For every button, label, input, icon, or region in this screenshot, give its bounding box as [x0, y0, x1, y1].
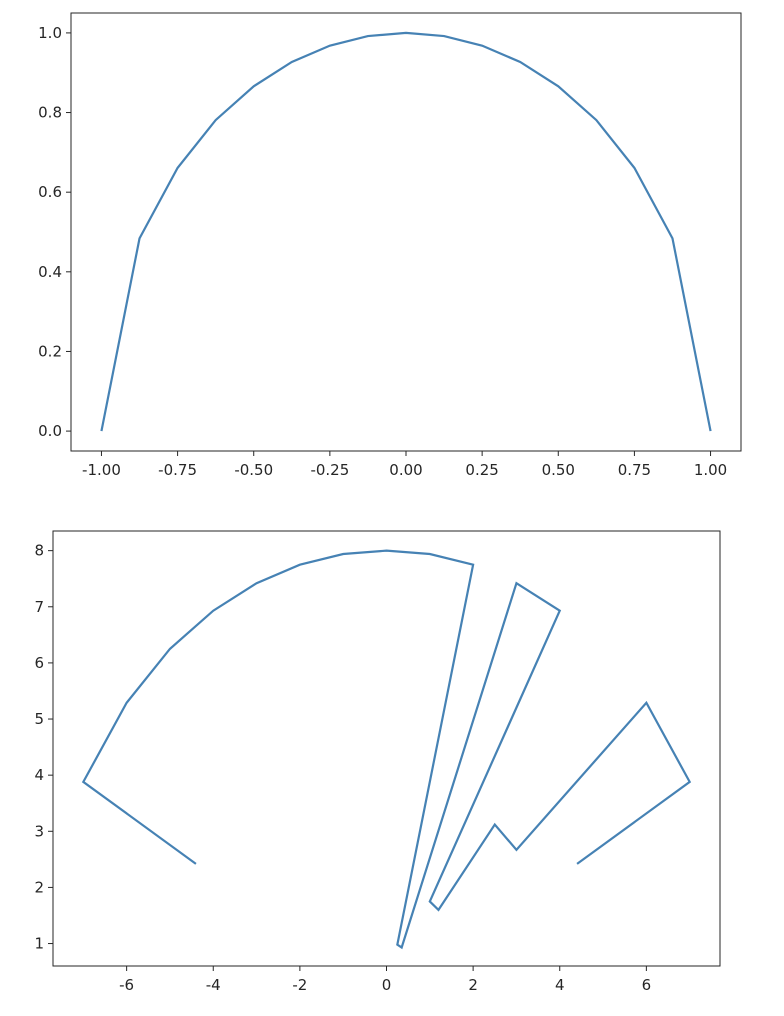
axes-frame: [70, 12, 742, 452]
x-tick-label: -2: [292, 976, 307, 994]
y-tick-label: 0.0: [38, 422, 62, 440]
x-tick-label: 0.00: [389, 461, 422, 479]
x-tick-label: -0.25: [310, 461, 349, 479]
x-tick-label: -0.50: [234, 461, 273, 479]
bottom-chart: -6 -4 -2 0 2 4 6 1 2 3 4 5 6 7 8: [34, 530, 721, 994]
y-tick-label: 7: [34, 598, 44, 616]
y-tick-label: 8: [34, 542, 44, 560]
x-tick-label: 6: [642, 976, 652, 994]
x-tick-label: -1.00: [82, 461, 121, 479]
x-tick-label: 1.00: [694, 461, 727, 479]
x-tick-label: 0.75: [618, 461, 651, 479]
x-tick-label: 4: [555, 976, 565, 994]
y-tick-label: 1.0: [38, 24, 62, 42]
axes-frame: [52, 530, 721, 967]
y-tick-label: 0.4: [38, 263, 62, 281]
y-tick-label: 0.2: [38, 342, 62, 360]
x-tick-label: -4: [206, 976, 221, 994]
x-tick-label: -0.75: [158, 461, 197, 479]
top-chart: -1.00 -0.75 -0.50 -0.25 0.00 0.25 0.50 0.75 1.00…: [38, 12, 742, 479]
series-line-0-0: [100, 31, 712, 432]
y-tick-label: 4: [34, 766, 44, 784]
y-tick-label: 2: [34, 878, 44, 896]
y-tick-label: 1: [34, 935, 44, 953]
y-tick-label: 5: [34, 710, 44, 728]
x-tick-label: 0: [382, 976, 392, 994]
series-line-1-0: [81, 549, 692, 950]
x-tick-label: 0.25: [465, 461, 498, 479]
y-tick-label: 0.8: [38, 104, 62, 122]
y-tick-label: 6: [34, 654, 44, 672]
x-tick-label: 0.50: [542, 461, 575, 479]
y-tick-label: 3: [34, 822, 44, 840]
y-tick-label: 0.6: [38, 183, 62, 201]
x-tick-label: 2: [468, 976, 478, 994]
x-tick-label: -6: [119, 976, 134, 994]
